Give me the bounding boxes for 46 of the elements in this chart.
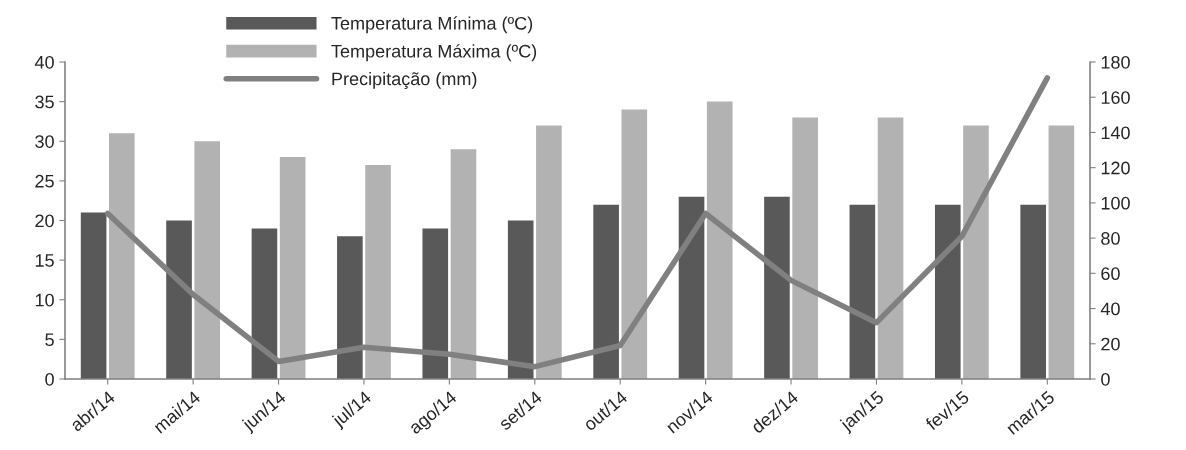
bar <box>108 133 135 379</box>
bar <box>849 204 876 379</box>
y2-tick-label: 80 <box>1101 232 1120 245</box>
bar <box>934 204 961 379</box>
bar <box>1020 204 1047 379</box>
y2-tick-label: 20 <box>1101 337 1120 351</box>
bar <box>365 165 391 379</box>
bar <box>80 212 107 379</box>
bar <box>678 196 705 379</box>
bar <box>251 228 278 379</box>
y2-tick-label: 100 <box>1101 196 1130 210</box>
legend-label: Temperatura Mínima (ºC) <box>331 16 533 34</box>
y-tick-label: 25 <box>35 174 54 188</box>
bar <box>337 236 363 379</box>
bar <box>422 228 449 379</box>
bar <box>507 220 534 379</box>
y2-tick-label: 60 <box>1101 267 1120 281</box>
legend-label: Temperatura Máxima (ºC) <box>331 44 537 62</box>
y2-tick-label: 120 <box>1101 161 1130 175</box>
y-tick-label: 15 <box>35 254 54 267</box>
y2-tick-label: 40 <box>1100 302 1120 316</box>
y2-tick-label: 180 <box>1101 55 1130 69</box>
y-tick-label: 40 <box>34 55 54 69</box>
y-tick-label: 10 <box>35 293 54 307</box>
bar <box>877 117 904 379</box>
bar <box>166 220 192 379</box>
bar <box>593 204 619 379</box>
y-tick-label: 0 <box>45 372 54 386</box>
y-tick-label: 30 <box>35 135 54 148</box>
legend-label: Precipitação (mm) <box>332 72 477 89</box>
bar <box>279 157 306 379</box>
bar <box>450 149 477 379</box>
bar <box>706 101 733 379</box>
y2-tick-label: 160 <box>1101 91 1130 104</box>
bar <box>792 117 818 379</box>
bar <box>621 109 648 379</box>
y2-tick-label: 140 <box>1101 126 1130 140</box>
bar <box>963 125 989 379</box>
y-tick-label: 5 <box>45 333 54 347</box>
y-tick-label: 20 <box>35 214 54 228</box>
y-tick-label: 35 <box>35 95 54 109</box>
y2-tick-label: 0 <box>1101 372 1110 386</box>
bar <box>764 196 790 379</box>
bar <box>536 125 562 379</box>
bar <box>194 141 221 379</box>
bar <box>1048 125 1075 379</box>
